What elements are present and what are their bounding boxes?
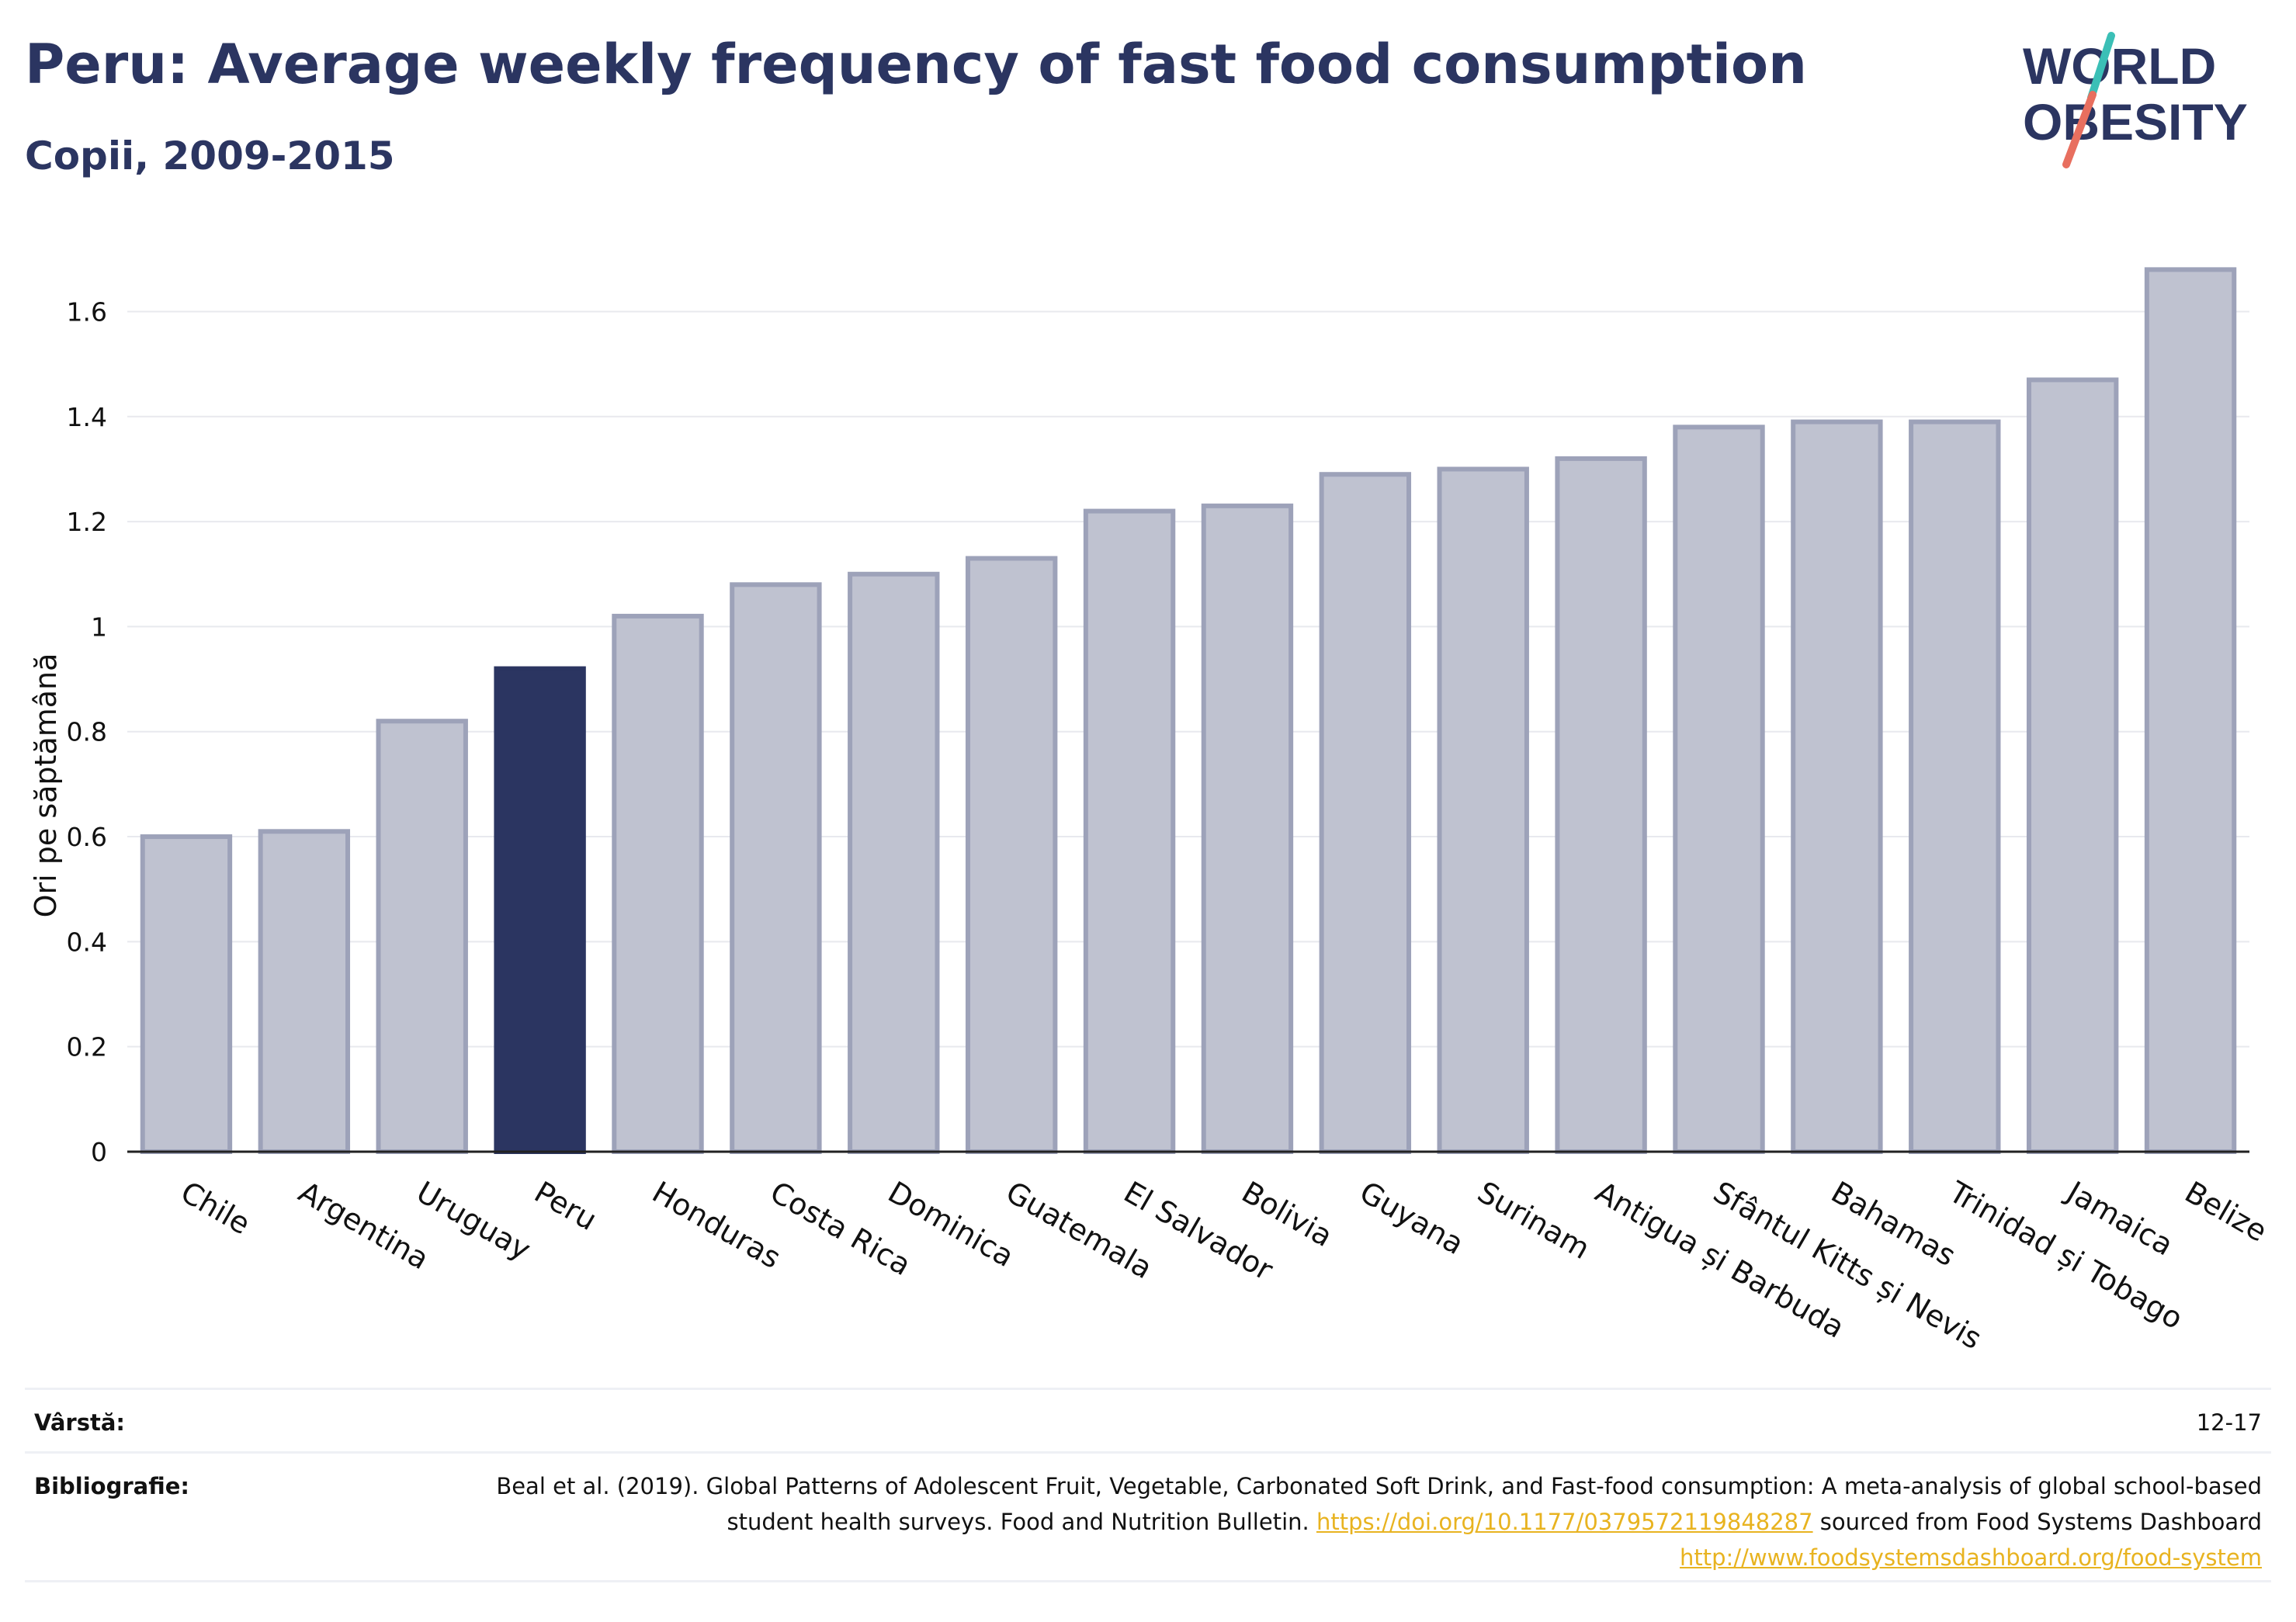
bar-el-salvador[interactable] <box>1083 508 1176 1154</box>
bibliography-text-part-1: Beal et al. (2019). Global Patterns of A… <box>496 1473 2262 1535</box>
bars <box>140 267 2237 1154</box>
footer-divider-bottom <box>25 1580 2271 1582</box>
y-tick-label: 1.4 <box>67 402 107 432</box>
y-tick-label: 0.6 <box>67 822 107 852</box>
logo-slash-top <box>2087 32 2115 102</box>
logo-line-1: WORLD <box>2023 37 2216 95</box>
bibliography-text: Beal et al. (2019). Global Patterns of A… <box>477 1468 2262 1575</box>
x-tick-label: Guyana <box>1354 1175 1469 1261</box>
page-title: Peru: Average weekly frequency of fast f… <box>25 33 1807 96</box>
y-tick-label: 0.2 <box>67 1032 107 1062</box>
y-tick-label: 1 <box>91 612 107 642</box>
bar-honduras[interactable] <box>612 613 704 1154</box>
page-subtitle: Copii, 2009-2015 <box>25 133 395 178</box>
age-value: 12-17 <box>2196 1409 2262 1436</box>
bar-costa-rica[interactable] <box>730 582 822 1154</box>
bibliography-label: Bibliografie: <box>34 1473 189 1499</box>
bar-surinam[interactable] <box>1437 466 1529 1154</box>
y-tick-label: 0.8 <box>67 717 107 747</box>
bar-peru[interactable] <box>494 666 586 1154</box>
grid-lines <box>127 310 2249 1048</box>
bar-chile[interactable] <box>140 834 233 1154</box>
y-tick-labels: 0 0.2 0.4 0.6 0.8 1 1.2 1.4 1.6 <box>67 296 107 1167</box>
world-obesity-logo[interactable]: WORLD OBESITY <box>2018 31 2282 171</box>
bar-dominica[interactable] <box>848 571 940 1154</box>
bar-trinidad-i-tobago[interactable] <box>1909 419 2001 1154</box>
logo-line-2: OBESITY <box>2023 93 2248 151</box>
y-axis-label: Ori pe săptămână <box>29 653 63 918</box>
footer-divider-middle <box>25 1451 2271 1454</box>
doi-link[interactable]: https://doi.org/10.1177/0379572119848287 <box>1316 1509 1813 1535</box>
y-tick-label: 1.6 <box>67 296 107 327</box>
x-tick-label: Surinam <box>1472 1175 1596 1266</box>
bar-jamaica[interactable] <box>2026 377 2119 1154</box>
x-tick-label: Chile <box>175 1175 255 1242</box>
bar-uruguay[interactable] <box>376 719 468 1154</box>
bar-guatemala[interactable] <box>965 556 1058 1154</box>
y-tick-label: 1.2 <box>67 507 107 537</box>
bar-argentina[interactable] <box>258 829 351 1154</box>
bar-chart: 00.20.40.60.811.21.41.6 Chile ArgentinaUr… <box>29 267 2273 1356</box>
food-systems-dashboard-link[interactable]: http://www.foodsystemsdashboard.org/food… <box>1680 1544 2262 1571</box>
bar-guyana[interactable] <box>1319 472 1412 1154</box>
bar-sf-ntul-kitts-i-nevis[interactable] <box>1673 425 1765 1154</box>
bar-bahamas[interactable] <box>1791 419 1883 1154</box>
bar-antigua-i-barbuda[interactable] <box>1555 456 1647 1154</box>
logo-slash-bottom <box>2062 91 2097 168</box>
x-tick-label: Argentina <box>293 1175 435 1277</box>
bar-bolivia[interactable] <box>1201 503 1294 1154</box>
bar-belize[interactable] <box>2144 267 2237 1154</box>
bibliography-text-part-2: sourced from Food Systems Dashboard <box>1812 1509 2262 1535</box>
y-tick-label: 0 <box>91 1137 107 1167</box>
x-tick-label: Belize <box>2180 1175 2273 1249</box>
age-label: Vârstă: <box>34 1409 126 1436</box>
x-tick-label: Honduras <box>647 1175 786 1276</box>
footer-divider-top <box>25 1388 2271 1390</box>
x-tick-label: Peru <box>529 1175 602 1237</box>
y-tick-label: 0.4 <box>67 927 107 957</box>
